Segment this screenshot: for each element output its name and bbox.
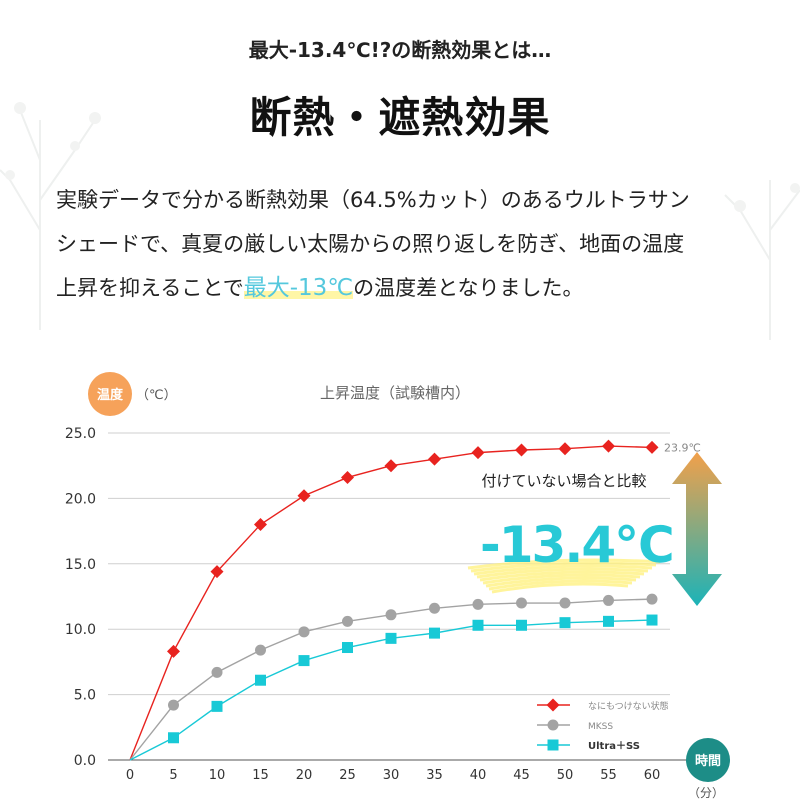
highlight-brush bbox=[467, 558, 661, 594]
brush-stroke bbox=[476, 567, 649, 579]
series-1-point bbox=[559, 597, 571, 609]
description: 実験データで分かる断熱効果（64.5%カット）のあるウルトラサン シェードで、真… bbox=[56, 178, 756, 310]
series-1-point bbox=[385, 609, 397, 621]
series-2-point bbox=[298, 655, 310, 667]
description-line-3-start: 上昇を抑えることで bbox=[56, 276, 244, 300]
subtitle: 最大-13.4℃!?の断熱効果とは… bbox=[248, 38, 552, 62]
x-tick-label: 35 bbox=[426, 768, 443, 783]
comparison-label: 付けていない場合と比較 bbox=[481, 472, 646, 490]
temperature-chart: 0.0 5.0 10.0 15.0 20.0 25.0 0 5 10 15 20 25 30 35 40 45… bbox=[0, 360, 800, 800]
series-2-point bbox=[429, 627, 440, 639]
x-axis-label: 時間 bbox=[695, 753, 721, 769]
series-2-point bbox=[211, 700, 223, 712]
brush-stroke bbox=[491, 582, 629, 594]
x-tick-label: 30 bbox=[383, 768, 400, 783]
series-0-point bbox=[428, 452, 441, 466]
brush-stroke bbox=[479, 570, 645, 582]
series-2-point bbox=[516, 619, 527, 631]
y-tick-label: 10.0 bbox=[65, 622, 96, 638]
series-line-1 bbox=[129, 598, 653, 761]
x-tick-label: 60 bbox=[644, 768, 661, 783]
difference-value: -13.4℃ bbox=[480, 516, 673, 574]
y-tick-label: 0.0 bbox=[74, 753, 96, 769]
series-0-point bbox=[645, 440, 659, 454]
y-label-badge bbox=[88, 372, 132, 416]
series-2-point bbox=[255, 674, 266, 686]
brush-stroke bbox=[473, 564, 653, 576]
series-0-point bbox=[602, 439, 615, 453]
series-2-point bbox=[342, 642, 353, 654]
description-line-3-end: の温度差となりました。 bbox=[353, 276, 584, 300]
page-title: 断熱・遮熱効果 bbox=[249, 93, 551, 142]
x-tick-label: 25 bbox=[339, 768, 356, 783]
x-tick-label: 20 bbox=[296, 768, 313, 783]
x-tick-label: 45 bbox=[513, 768, 530, 783]
series-1-point bbox=[298, 626, 310, 638]
series-0-point bbox=[471, 446, 485, 460]
series-0-point bbox=[210, 565, 224, 579]
series-0-point bbox=[167, 644, 180, 658]
y-tick-label: 25.0 bbox=[65, 426, 96, 442]
series-0-point bbox=[254, 518, 267, 532]
brush-stroke bbox=[470, 561, 657, 573]
y-axis-unit: （℃） bbox=[136, 388, 177, 403]
series-0-point bbox=[341, 470, 354, 484]
x-tick-label: 15 bbox=[252, 768, 269, 783]
series-2-point bbox=[472, 619, 484, 631]
series-1-point bbox=[211, 666, 223, 678]
series-1-point bbox=[603, 594, 614, 606]
brush-stroke bbox=[485, 576, 637, 588]
x-tick-label: 5 bbox=[169, 768, 177, 783]
y-axis-label: 温度 bbox=[97, 387, 124, 403]
x-axis-unit: （分） bbox=[688, 786, 724, 800]
y-tick-label: 15.0 bbox=[65, 557, 96, 573]
series-2-point bbox=[646, 614, 658, 626]
series-1-point bbox=[255, 644, 266, 656]
x-label-badge bbox=[686, 738, 730, 782]
series-1-point bbox=[342, 615, 353, 627]
description-line-3: 上昇を抑えることで最大-13℃の温度差となりました。 bbox=[56, 266, 756, 310]
series-0-point bbox=[384, 459, 398, 473]
series-2-point bbox=[603, 615, 614, 627]
legend-label-1: MKSS bbox=[588, 722, 613, 732]
legend-marker-2 bbox=[547, 739, 559, 751]
legend-label-0: なにもつけない状態 bbox=[588, 700, 669, 712]
brush-stroke bbox=[482, 573, 641, 585]
chart-svg: 0.0 5.0 10.0 15.0 20.0 25.0 0 5 10 15 20 25 30 35 40 45… bbox=[65, 372, 730, 800]
highlight-max-diff: 最大-13℃ bbox=[243, 275, 354, 301]
description-line-2: シェードで、真夏の厳しい太陽からの照り返しを防ぎ、地面の温度 bbox=[56, 232, 685, 256]
series-0-point bbox=[515, 443, 528, 457]
series-1-point bbox=[472, 598, 484, 610]
y-tick-label: 20.0 bbox=[65, 491, 96, 507]
series-1-point bbox=[646, 593, 658, 605]
brush-stroke bbox=[467, 558, 661, 570]
series-1-point bbox=[168, 699, 179, 711]
x-tick-label: 10 bbox=[209, 768, 226, 783]
series-1-point bbox=[516, 597, 527, 609]
legend-label-2: Ultra＋SS bbox=[588, 740, 640, 752]
series-0-point bbox=[297, 489, 311, 503]
x-tick-label: 40 bbox=[470, 768, 487, 783]
series-0-point bbox=[558, 442, 572, 456]
series-2-point bbox=[559, 617, 571, 629]
series-2-point bbox=[385, 632, 397, 644]
x-tick-label: 50 bbox=[557, 768, 574, 783]
x-tick-label: 55 bbox=[600, 768, 617, 783]
series-2-point bbox=[168, 732, 179, 744]
comparison-arrow bbox=[672, 452, 722, 606]
description-line-1: 実験データで分かる断熱効果（64.5%カット）のあるウルトラサン bbox=[56, 188, 690, 212]
end-value-label: 23.9℃ bbox=[664, 441, 701, 454]
legend-marker-1 bbox=[547, 719, 559, 731]
x-tick-label: 0 bbox=[126, 768, 134, 783]
legend-marker-0 bbox=[546, 698, 560, 712]
brush-stroke bbox=[488, 579, 633, 591]
y-tick-label: 5.0 bbox=[74, 688, 96, 704]
series-1-point bbox=[429, 602, 440, 614]
chart-title: 上昇温度（試験槽内） bbox=[320, 384, 470, 402]
